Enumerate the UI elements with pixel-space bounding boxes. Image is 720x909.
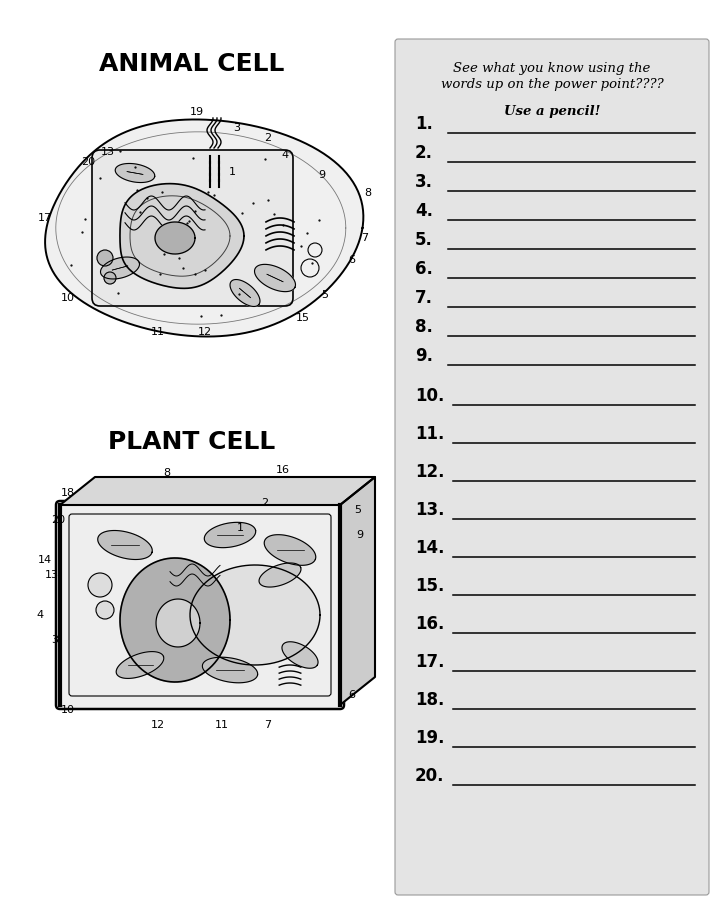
Text: 17.: 17. — [415, 653, 444, 671]
Polygon shape — [101, 257, 140, 279]
FancyBboxPatch shape — [395, 39, 709, 895]
Polygon shape — [282, 642, 318, 668]
Polygon shape — [204, 523, 256, 547]
Text: 13: 13 — [101, 147, 115, 157]
Text: 2.: 2. — [415, 144, 433, 162]
Circle shape — [97, 250, 113, 266]
Text: Use a pencil!: Use a pencil! — [504, 105, 600, 118]
Text: 12: 12 — [151, 720, 165, 730]
Polygon shape — [155, 222, 195, 254]
Text: 11.: 11. — [415, 425, 444, 443]
Circle shape — [104, 272, 116, 284]
Polygon shape — [230, 280, 260, 306]
Text: 3.: 3. — [415, 173, 433, 191]
Text: 10: 10 — [61, 293, 75, 303]
Polygon shape — [98, 531, 152, 560]
Text: 19.: 19. — [415, 729, 444, 747]
Text: 2: 2 — [264, 133, 271, 143]
Text: 9: 9 — [356, 530, 364, 540]
Text: 18: 18 — [61, 488, 75, 498]
Text: 7.: 7. — [415, 289, 433, 307]
Circle shape — [88, 573, 112, 597]
Text: 7: 7 — [264, 720, 271, 730]
Polygon shape — [190, 565, 320, 665]
Text: 10: 10 — [61, 705, 75, 715]
Polygon shape — [115, 164, 155, 183]
Text: 14: 14 — [38, 555, 52, 565]
Text: 12: 12 — [198, 327, 212, 337]
Text: 11: 11 — [151, 327, 165, 337]
Text: 13.: 13. — [415, 501, 444, 519]
Text: 11: 11 — [215, 720, 229, 730]
Text: 15: 15 — [296, 313, 310, 323]
Polygon shape — [45, 119, 364, 336]
Text: 16.: 16. — [415, 615, 444, 633]
Text: 20.: 20. — [415, 767, 444, 785]
Text: 10.: 10. — [415, 387, 444, 405]
Polygon shape — [202, 657, 258, 683]
Text: 1: 1 — [236, 523, 243, 533]
Circle shape — [96, 601, 114, 619]
Text: 5: 5 — [322, 290, 328, 300]
Text: 13: 13 — [45, 570, 59, 580]
Text: See what you know using the: See what you know using the — [454, 62, 651, 75]
Polygon shape — [340, 477, 375, 705]
Polygon shape — [60, 477, 375, 505]
Text: 20: 20 — [81, 157, 95, 167]
FancyBboxPatch shape — [92, 150, 293, 306]
Polygon shape — [156, 599, 200, 647]
Text: 6.: 6. — [415, 260, 433, 278]
Text: 17: 17 — [38, 213, 52, 223]
Polygon shape — [264, 534, 316, 565]
Text: 12.: 12. — [415, 463, 444, 481]
Text: 16: 16 — [276, 465, 290, 475]
Text: 5: 5 — [354, 505, 361, 515]
FancyBboxPatch shape — [56, 501, 344, 709]
Polygon shape — [259, 563, 301, 587]
Polygon shape — [116, 652, 163, 678]
Text: 2: 2 — [261, 498, 269, 508]
Text: 3: 3 — [52, 635, 58, 645]
Polygon shape — [255, 265, 295, 292]
Text: 8.: 8. — [415, 318, 433, 336]
Text: PLANT CELL: PLANT CELL — [109, 430, 276, 454]
Text: 4.: 4. — [415, 202, 433, 220]
Polygon shape — [120, 558, 230, 682]
Text: 1.: 1. — [415, 115, 433, 133]
Text: 1: 1 — [228, 167, 235, 177]
Text: 20: 20 — [51, 515, 65, 525]
Text: 4: 4 — [282, 150, 289, 160]
Text: 14.: 14. — [415, 539, 444, 557]
Bar — [0, 0, 392, 909]
Text: 15.: 15. — [415, 577, 444, 595]
Text: 9.: 9. — [415, 347, 433, 365]
Text: 8: 8 — [163, 468, 171, 478]
Text: 18.: 18. — [415, 691, 444, 709]
Text: 3: 3 — [233, 123, 240, 133]
Text: 8: 8 — [364, 188, 372, 198]
Polygon shape — [120, 184, 244, 288]
Text: 6: 6 — [348, 690, 356, 700]
Text: 4: 4 — [37, 610, 44, 620]
Text: 9: 9 — [318, 170, 325, 180]
Text: 5.: 5. — [415, 231, 433, 249]
Text: ANIMAL CELL: ANIMAL CELL — [99, 52, 284, 76]
Text: 6: 6 — [348, 255, 356, 265]
Text: 7: 7 — [361, 233, 369, 243]
Text: words up on the power point????: words up on the power point???? — [441, 78, 663, 91]
Text: 19: 19 — [190, 107, 204, 117]
